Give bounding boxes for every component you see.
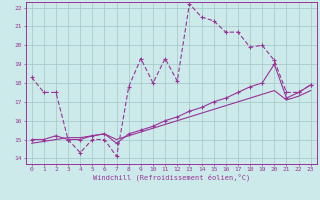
X-axis label: Windchill (Refroidissement éolien,°C): Windchill (Refroidissement éolien,°C) bbox=[92, 174, 250, 181]
